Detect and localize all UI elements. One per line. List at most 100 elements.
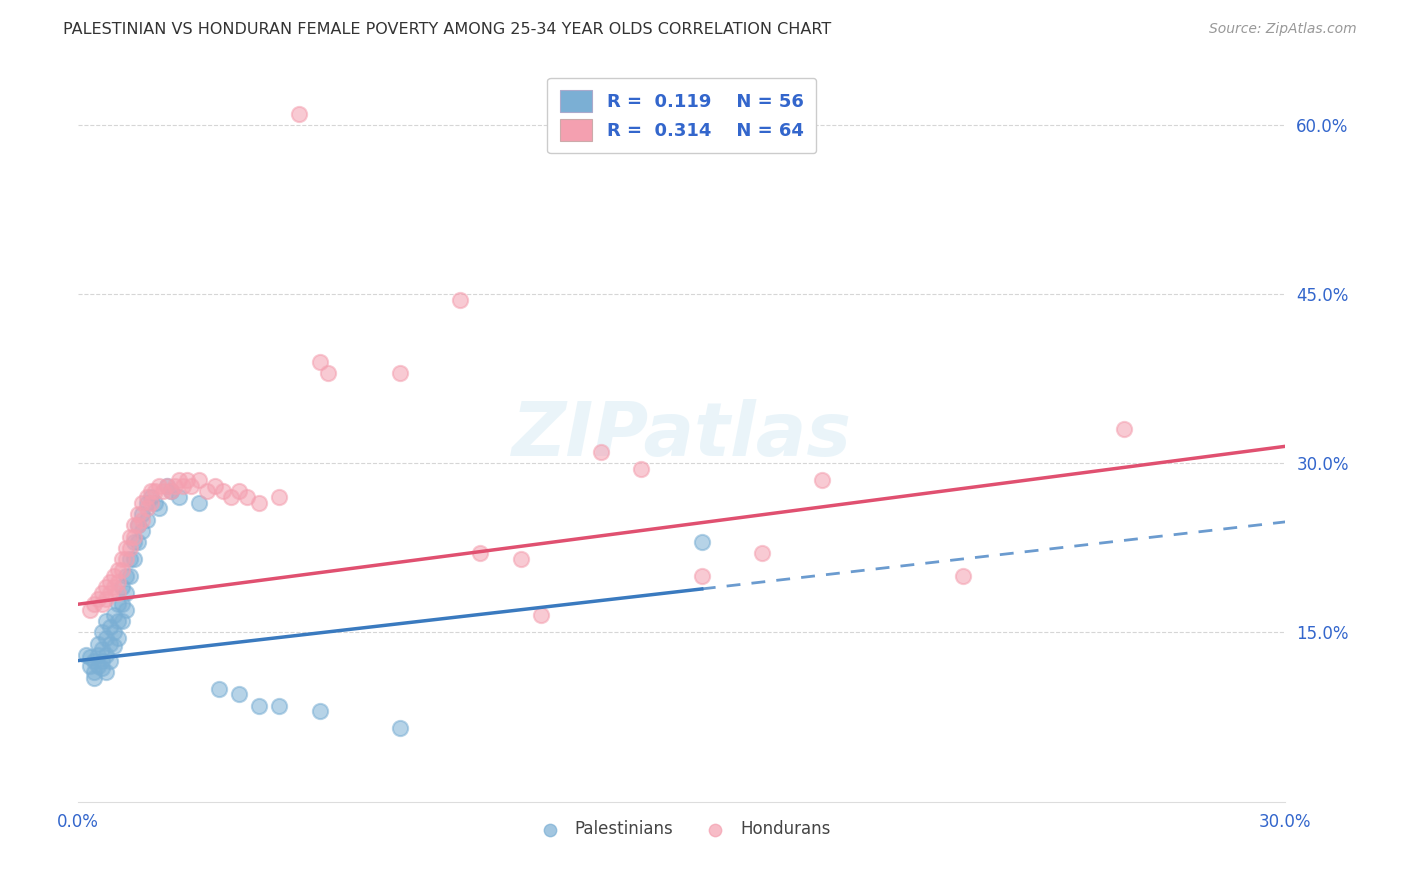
Point: [690, 535, 713, 549]
Point: [131, 524, 153, 538]
Point: [131, 507, 153, 521]
Point: [79, 659, 101, 673]
Point: [269, 698, 291, 713]
Point: [87, 659, 110, 673]
Point: [87, 637, 110, 651]
Point: [111, 614, 134, 628]
Point: [107, 563, 129, 577]
Point: [139, 490, 162, 504]
Point: [131, 513, 153, 527]
Point: [79, 650, 101, 665]
Point: [91, 642, 114, 657]
Point: [139, 484, 162, 499]
Text: ZIPatlas: ZIPatlas: [512, 399, 852, 472]
Point: [228, 688, 250, 702]
Point: [75, 648, 97, 662]
Point: [91, 654, 114, 668]
Point: [159, 484, 181, 499]
Point: [509, 552, 531, 566]
Point: [127, 518, 149, 533]
Point: [219, 490, 242, 504]
Point: [167, 490, 190, 504]
Point: [127, 518, 149, 533]
Point: [120, 530, 142, 544]
Point: [172, 479, 194, 493]
Point: [91, 586, 114, 600]
Point: [148, 501, 170, 516]
Point: [96, 614, 118, 628]
Point: [115, 586, 138, 600]
Text: PALESTINIAN VS HONDURAN FEMALE POVERTY AMONG 25-34 YEAR OLDS CORRELATION CHART: PALESTINIAN VS HONDURAN FEMALE POVERTY A…: [63, 22, 831, 37]
Legend: Palestinians, Hondurans: Palestinians, Hondurans: [526, 814, 837, 845]
Point: [98, 637, 121, 651]
Point: [159, 484, 181, 499]
Point: [96, 665, 118, 679]
Point: [163, 479, 186, 493]
Point: [98, 574, 121, 589]
Point: [208, 681, 231, 696]
Point: [120, 552, 142, 566]
Point: [107, 614, 129, 628]
Point: [103, 625, 125, 640]
Point: [111, 597, 134, 611]
Point: [135, 490, 157, 504]
Point: [135, 501, 157, 516]
Point: [107, 586, 129, 600]
Point: [751, 546, 773, 560]
Point: [591, 445, 613, 459]
Point: [470, 546, 492, 560]
Point: [83, 597, 105, 611]
Point: [107, 597, 129, 611]
Point: [87, 591, 110, 606]
Point: [124, 535, 146, 549]
Point: [143, 484, 166, 499]
Point: [103, 569, 125, 583]
Point: [389, 366, 412, 380]
Point: [103, 608, 125, 623]
Point: [530, 608, 553, 623]
Point: [316, 366, 339, 380]
Point: [115, 552, 138, 566]
Point: [120, 569, 142, 583]
Point: [96, 648, 118, 662]
Point: [247, 496, 270, 510]
Point: [98, 654, 121, 668]
Point: [952, 569, 974, 583]
Point: [124, 552, 146, 566]
Point: [1114, 422, 1136, 436]
Text: Source: ZipAtlas.com: Source: ZipAtlas.com: [1209, 22, 1357, 37]
Point: [690, 569, 713, 583]
Point: [111, 563, 134, 577]
Point: [180, 479, 202, 493]
Point: [135, 513, 157, 527]
Point: [389, 721, 412, 735]
Point: [115, 569, 138, 583]
Point: [98, 620, 121, 634]
Point: [83, 654, 105, 668]
Point: [91, 661, 114, 675]
Point: [139, 496, 162, 510]
Point: [204, 479, 226, 493]
Point: [79, 603, 101, 617]
Point: [236, 490, 259, 504]
Point: [115, 541, 138, 555]
Point: [187, 473, 209, 487]
Point: [630, 462, 652, 476]
Point: [96, 591, 118, 606]
Point: [288, 106, 311, 120]
Point: [96, 580, 118, 594]
Point: [152, 484, 174, 499]
Point: [87, 648, 110, 662]
Point: [143, 496, 166, 510]
Point: [127, 535, 149, 549]
Point: [111, 552, 134, 566]
Point: [156, 479, 179, 493]
Point: [103, 639, 125, 653]
Point: [83, 671, 105, 685]
Point: [107, 574, 129, 589]
Point: [449, 293, 471, 307]
Point: [124, 518, 146, 533]
Point: [269, 490, 291, 504]
Point: [167, 473, 190, 487]
Point: [107, 631, 129, 645]
